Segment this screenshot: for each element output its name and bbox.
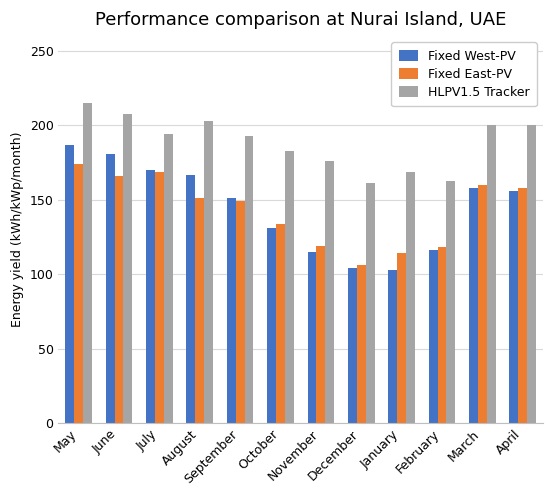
Bar [438, 248, 447, 423]
Bar [106, 154, 115, 423]
Bar [115, 176, 124, 423]
Bar [227, 198, 235, 423]
Bar [83, 103, 92, 423]
Bar [195, 198, 204, 423]
Bar [186, 174, 195, 423]
Bar [276, 224, 285, 423]
Bar [366, 183, 375, 423]
Bar [155, 171, 164, 423]
Bar [469, 188, 478, 423]
Bar [164, 134, 173, 423]
Bar [316, 246, 325, 423]
Bar [447, 180, 455, 423]
Bar [124, 114, 132, 423]
Bar [487, 125, 496, 423]
Bar [146, 170, 155, 423]
Bar [244, 136, 253, 423]
Bar [509, 191, 518, 423]
Bar [325, 161, 334, 423]
Bar [204, 121, 213, 423]
Y-axis label: Energy yield (kWh/kWp/month): Energy yield (kWh/kWp/month) [11, 132, 24, 328]
Bar [357, 265, 366, 423]
Bar [527, 125, 536, 423]
Bar [267, 228, 276, 423]
Bar [388, 270, 397, 423]
Bar [406, 171, 415, 423]
Bar [285, 151, 294, 423]
Bar [397, 253, 406, 423]
Bar [235, 201, 244, 423]
Bar [478, 185, 487, 423]
Bar [518, 188, 527, 423]
Bar [65, 145, 74, 423]
Bar [348, 268, 357, 423]
Legend: Fixed West-PV, Fixed East-PV, HLPV1.5 Tracker: Fixed West-PV, Fixed East-PV, HLPV1.5 Tr… [391, 42, 537, 106]
Bar [74, 164, 83, 423]
Bar [429, 250, 438, 423]
Title: Performance comparison at Nurai Island, UAE: Performance comparison at Nurai Island, … [95, 11, 506, 29]
Bar [307, 252, 316, 423]
